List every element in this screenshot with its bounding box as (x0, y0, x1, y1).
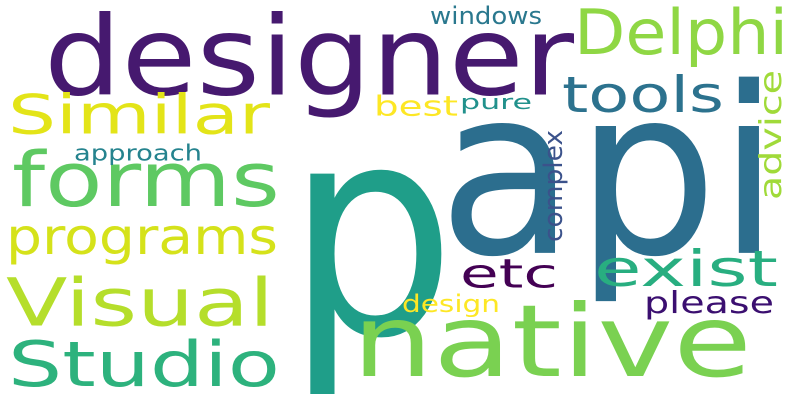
word-p: p (286, 61, 456, 400)
word-pure: pure (460, 90, 532, 114)
word-windows: windows (430, 1, 542, 30)
word-programs: programs (6, 207, 278, 266)
word-please: please (644, 285, 774, 321)
word-api: api (438, 37, 780, 309)
word-advice: advice (753, 69, 789, 200)
word-tools: tools (562, 65, 724, 124)
word-visual: Visual (6, 264, 274, 342)
word-designer: designer (44, 0, 574, 121)
word-studio: Studio (8, 328, 280, 400)
word-exist: exist (594, 239, 778, 298)
word-complex: complex (537, 130, 569, 242)
word-best: best (374, 89, 458, 123)
word-forms: forms (12, 135, 280, 225)
word-approach: approach (74, 140, 202, 166)
word-etc: etc (460, 250, 558, 298)
word-native: native (352, 283, 752, 400)
word-design: design (402, 289, 500, 318)
word-delphi: Delphi (574, 0, 788, 69)
word-similar: Similar (8, 83, 270, 147)
